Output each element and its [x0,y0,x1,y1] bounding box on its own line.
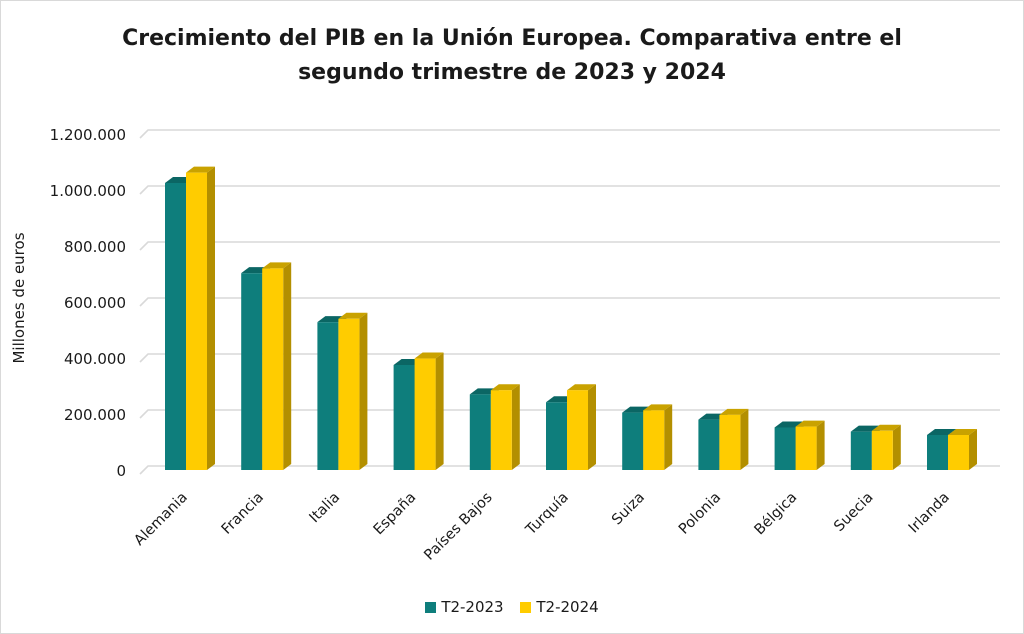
bar-side [283,262,292,470]
bar-front [262,268,284,470]
y-axis-label: Millones de euros [10,232,28,363]
bar [490,384,520,470]
bar-top [719,408,749,415]
x-tick-label: España [371,490,420,539]
gridline [139,241,1000,251]
bar-front [338,318,360,470]
bar-front [719,414,741,470]
bar-front [546,402,567,470]
bar-top [414,352,444,359]
bar [871,424,901,470]
x-tick-label: Suecia [831,490,876,535]
bar-side [892,424,901,470]
bar-front [241,273,263,470]
y-tick-label: 1.200.000 [50,126,126,144]
bar-front [414,358,436,470]
gridline [139,185,1000,195]
bar-top [850,425,880,432]
x-axis-categories: Alemania Francia Italia España Países Bajos T… [131,490,952,564]
y-axis-ticks: 0 200.000 400.000 600.000 800.000 1.000.000 1.… [50,126,126,480]
bar-side [435,352,444,470]
bar-front [317,322,339,470]
bar-front [871,430,893,470]
bar-side [740,408,749,470]
bar-top [186,166,215,173]
legend-label-t2-2024: T2-2024 [536,598,599,616]
x-tick-label: Bélgica [752,490,801,539]
y-tick-label: 200.000 [64,406,126,424]
bar [262,262,292,470]
y-tick-label: 600.000 [64,294,126,312]
gridline [139,409,1000,419]
bar-front [622,412,644,470]
bar-front [567,390,588,470]
bar [643,404,673,470]
x-tick-label: Irlanda [906,490,953,537]
gridline [139,129,1000,139]
bar-front [948,435,969,470]
bar-side [588,384,596,470]
bar-front [850,431,872,470]
bar-front [643,410,665,470]
x-tick-label: Italia [307,490,344,527]
bar-front [774,427,796,470]
bar [338,312,368,470]
bar-front [186,172,207,470]
bar-front [469,394,491,470]
legend-label-t2-2023: T2-2023 [441,598,504,616]
bar-top [774,421,804,428]
bar-top [643,404,673,411]
legend: T2-2023 T2-2024 [0,598,1024,616]
legend-item-t2-2024: T2-2024 [520,598,599,616]
bar-top [567,384,596,391]
bar-front [795,426,817,470]
bar-top [338,312,368,319]
bar-side [359,312,368,470]
x-tick-label: Polonia [676,490,724,538]
bar-side [511,384,520,470]
legend-item-t2-2023: T2-2023 [425,598,504,616]
bar [186,166,215,470]
bar-side [816,420,825,470]
legend-swatch-t2-2024 [520,602,532,613]
bar-front [927,435,948,470]
bar-top [262,262,292,269]
bar-top [490,384,520,391]
y-tick-label: 800.000 [64,238,126,256]
bar [795,420,825,470]
chart-title-text: Crecimiento del PIB en la Unión Europea.… [122,26,902,85]
bar-front [490,390,512,470]
gridline [139,353,1000,363]
bar [719,408,749,470]
bar-side [664,404,673,470]
bar-top [927,429,956,435]
x-tick-label: Suiza [609,490,648,529]
y-tick-label: 400.000 [64,350,126,368]
bar [567,384,596,470]
legend-swatch-t2-2023 [425,602,437,613]
bars [165,166,977,470]
bar [414,352,444,470]
gridline [139,297,1000,307]
bar [948,429,977,470]
bar-top [795,420,825,427]
bar-front [698,419,720,470]
bar-top [871,424,901,431]
x-tick-label: Países Bajos [421,490,495,564]
bar-front [165,183,186,470]
chart-title: Crecimiento del PIB en la Unión Europea.… [0,22,1024,90]
y-tick-label: 0 [116,462,126,480]
x-tick-label: Turquía [522,490,571,539]
bar-front [393,365,415,470]
bar-top [948,429,977,435]
y-tick-label: 1.000.000 [50,182,126,200]
x-tick-label: Alemania [131,490,190,549]
x-tick-label: Francia [219,490,267,538]
bar-side [969,429,977,470]
bar-side [207,166,215,470]
